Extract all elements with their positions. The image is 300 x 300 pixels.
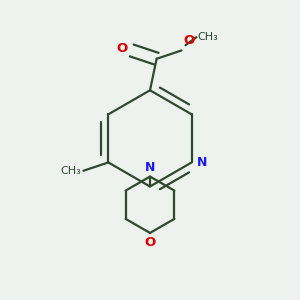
Text: O: O (144, 236, 156, 249)
Text: O: O (184, 34, 195, 47)
Text: N: N (197, 156, 207, 169)
Text: CH₃: CH₃ (60, 166, 81, 176)
Text: N: N (145, 161, 155, 174)
Text: CH₃: CH₃ (198, 32, 218, 42)
Text: O: O (116, 42, 128, 55)
